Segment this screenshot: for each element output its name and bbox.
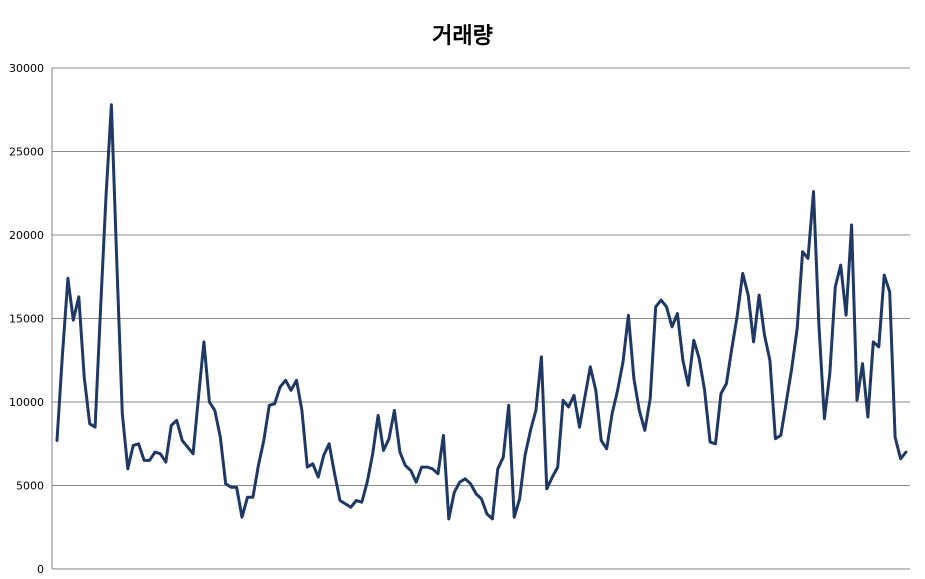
- y-tick-label: 25000: [9, 146, 44, 159]
- chart-title: 거래량: [432, 24, 493, 49]
- y-tick-label: 20000: [9, 229, 44, 242]
- y-tick-label: 5000: [16, 480, 44, 493]
- y-tick-label: 10000: [9, 396, 44, 409]
- y-tick-label: 15000: [9, 313, 44, 326]
- y-tick-label: 30000: [9, 62, 44, 75]
- y-tick-label: 0: [37, 563, 44, 576]
- series-line: [55, 103, 908, 521]
